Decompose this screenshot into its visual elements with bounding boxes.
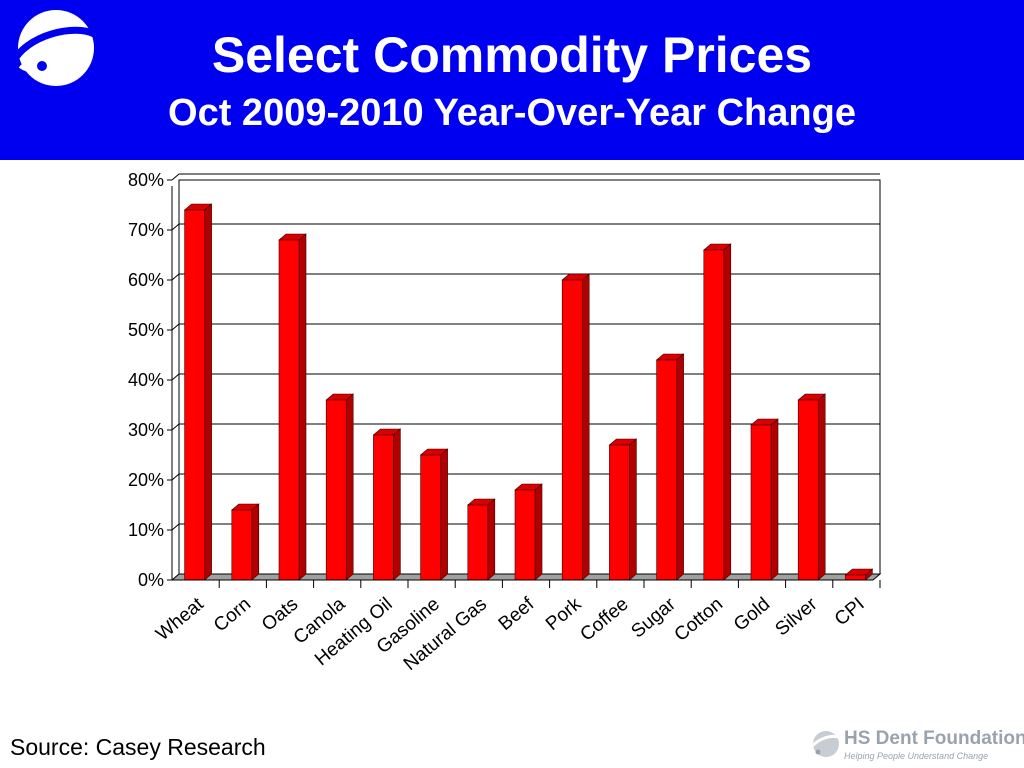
gridline-depth (171, 273, 180, 281)
x-tick-label: Silver (772, 593, 822, 640)
bar (372, 428, 402, 581)
bar-side (817, 393, 826, 581)
x-tick-label: Gold (730, 594, 774, 636)
title-banner: Select Commodity Prices Oct 2009-2010 Ye… (0, 0, 1024, 160)
page-subtitle: Oct 2009-2010 Year-Over-Year Change (168, 92, 856, 134)
x-tick-label: CPI (831, 594, 869, 630)
bar (608, 438, 638, 581)
y-tick-label: 80% (128, 170, 164, 190)
x-tick-label: Wheat (152, 593, 208, 645)
bar-chart: 0% 10% 20% 30% 40% 50% 60% 70% 80% Wheat Corn Oats… (128, 170, 882, 675)
bars (183, 203, 874, 581)
gridline-depth (171, 173, 180, 181)
bar-front (703, 249, 725, 581)
bar-front (373, 434, 394, 581)
x-tick-label: Sugar (627, 593, 680, 642)
x-tick-label: Coffee (576, 594, 632, 646)
bar-front (797, 399, 819, 581)
bar (183, 203, 213, 581)
y-tick-label: 50% (128, 320, 164, 340)
bar (561, 273, 591, 581)
bar-side (487, 498, 496, 581)
bar (844, 568, 874, 581)
footer-logo-icon (806, 731, 842, 757)
y-tick-label: 60% (128, 270, 164, 290)
bar-side (676, 353, 684, 581)
bar (750, 418, 779, 581)
bar (325, 393, 355, 581)
bar-side (345, 393, 354, 581)
bar-front (845, 574, 866, 581)
bar-side (770, 418, 779, 581)
page-title: Select Commodity Prices (211, 27, 813, 83)
bar (655, 353, 685, 581)
bar-front (561, 279, 583, 581)
bar-side (629, 438, 637, 581)
bar (797, 393, 827, 581)
y-tick-label: 0% (138, 570, 164, 590)
y-tick-label: 10% (128, 520, 164, 540)
x-tick-label: Corn (210, 594, 255, 637)
bar (702, 243, 732, 581)
gridline-depth (171, 473, 180, 481)
bar-side (581, 273, 590, 581)
footer-logo-tagline: Helping People Understand Change (844, 751, 989, 761)
bar-side (723, 243, 732, 581)
bar (466, 498, 496, 581)
bar-side (440, 448, 448, 581)
bar-front (514, 489, 536, 581)
gridline-depth (171, 223, 180, 231)
bar (419, 448, 449, 581)
bar (230, 503, 260, 581)
x-tick-label: Beef (495, 593, 539, 635)
bar-front (750, 424, 772, 581)
bar-side (393, 428, 401, 581)
bar-front (656, 359, 677, 581)
foundation-logo-icon (8, 10, 96, 86)
bar-front (184, 209, 205, 581)
bar-front (420, 454, 441, 581)
y-tick-label: 70% (128, 220, 164, 240)
x-tick-label: Cotton (671, 594, 727, 646)
bar-front (467, 504, 489, 581)
bar-side (251, 503, 260, 581)
source-note: Source: Casey Research (10, 734, 266, 760)
bar (278, 233, 307, 581)
footer-logo: HS Dent Foundation Helping People Unders… (806, 728, 1024, 764)
bar-front (325, 399, 347, 581)
bar-front (231, 509, 253, 581)
bar-front (609, 444, 630, 581)
y-tick-label: 30% (128, 420, 164, 440)
gridline-depth (171, 373, 180, 381)
gridline-depth (171, 423, 180, 431)
y-tick-label: 40% (128, 370, 164, 390)
bar-side (534, 483, 543, 581)
y-axis-ticks: 0% 10% 20% 30% 40% 50% 60% 70% 80% (128, 170, 172, 590)
bar-front (278, 239, 300, 581)
bar-side (298, 233, 307, 581)
bar (514, 483, 543, 581)
footer-logo-name: HS Dent Foundation (844, 728, 1024, 749)
bar-side (204, 203, 212, 581)
gridline-depth (171, 323, 180, 331)
y-tick-label: 20% (128, 470, 164, 490)
gridline-depth (171, 523, 180, 531)
